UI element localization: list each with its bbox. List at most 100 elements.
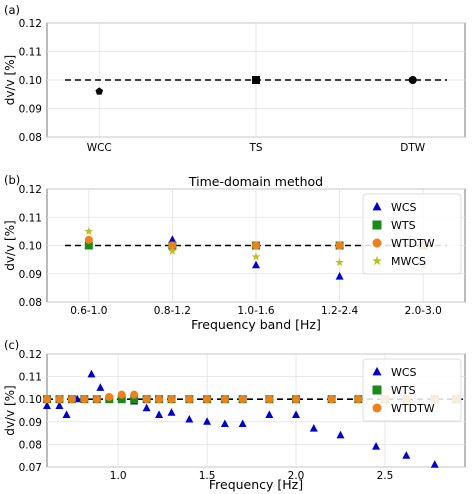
data-point: [185, 414, 194, 423]
data-point: [105, 392, 114, 401]
y-tick-label: 0.12: [19, 184, 42, 196]
data-point: [251, 252, 261, 261]
data-point: [92, 395, 101, 404]
data-point: [372, 442, 381, 450]
x-tick-label: 2.5: [377, 470, 394, 482]
y-tick-label: 0.12: [19, 18, 42, 30]
data-point: [430, 460, 439, 468]
data-point: [265, 410, 274, 419]
data-point: [62, 410, 71, 419]
data-point: [220, 419, 229, 428]
data-point: [95, 87, 104, 95]
x-tick-label: 1.2-2.4: [321, 305, 359, 317]
panel-label: (b): [4, 173, 20, 187]
data-point: [336, 430, 345, 439]
y-tick-label: 0.08: [19, 439, 42, 451]
legend-label: WTS: [391, 219, 416, 232]
legend-marker: [372, 385, 382, 395]
legend-label: MWCS: [391, 255, 426, 268]
y-tick-label: 0.08: [19, 132, 42, 144]
y-tick-label: 0.08: [19, 297, 42, 309]
y-tick-label: 0.10: [19, 75, 42, 87]
data-point: [309, 423, 318, 432]
data-point: [117, 395, 126, 404]
data-point: [84, 235, 93, 244]
x-tick-label: 0.6-1.0: [70, 305, 107, 317]
legend-marker: [372, 238, 382, 248]
data-point: [155, 395, 164, 404]
data-point: [84, 226, 94, 236]
y-axis-label: dv/v [%]: [3, 220, 17, 270]
data-point: [238, 395, 247, 404]
data-point: [265, 395, 274, 404]
data-point: [335, 271, 344, 280]
data-point: [43, 401, 51, 409]
y-tick-label: 0.10: [19, 394, 42, 406]
x-tick-label: 1.0: [110, 470, 127, 482]
y-axis-label: dv/v [%]: [3, 385, 17, 435]
data-point: [67, 395, 76, 404]
data-point: [87, 369, 96, 378]
data-point: [292, 410, 301, 419]
data-point: [185, 395, 194, 404]
data-point: [142, 403, 151, 412]
x-tick-label: DTW: [400, 142, 425, 154]
y-tick-label: 0.11: [19, 372, 42, 384]
data-point: [117, 390, 126, 399]
data-point: [168, 246, 177, 255]
data-point: [167, 395, 176, 404]
data-point: [252, 260, 260, 269]
legend-marker: [372, 366, 382, 376]
data-point: [96, 383, 105, 391]
x-tick-label: TS: [248, 142, 262, 154]
data-point: [335, 241, 344, 250]
y-tick-label: 0.09: [19, 104, 42, 116]
data-point: [408, 76, 417, 84]
legend-label: WCS: [391, 366, 417, 379]
data-point: [167, 408, 176, 416]
data-point: [84, 241, 93, 250]
legend-label: WTDTW: [391, 402, 435, 415]
y-tick-label: 0.10: [19, 241, 42, 253]
legend-label: WTDTW: [391, 237, 435, 250]
legend-box: [362, 193, 462, 275]
data-point: [168, 241, 177, 250]
legend-marker: [372, 403, 382, 413]
data-point: [292, 395, 301, 404]
legend-marker: [372, 220, 382, 230]
data-point: [220, 395, 229, 404]
x-tick-label: 2.0-3.0: [405, 305, 442, 317]
data-point: [238, 419, 247, 428]
data-point: [142, 395, 151, 404]
legend-marker: [372, 201, 382, 211]
data-point: [252, 76, 260, 84]
panel-label: (c): [4, 338, 19, 352]
data-point: [354, 395, 363, 404]
y-tick-label: 0.11: [19, 212, 42, 224]
panel-label: (a): [4, 3, 20, 17]
legend-box: [362, 358, 462, 422]
y-tick-label: 0.09: [19, 269, 42, 281]
data-point: [203, 395, 212, 404]
x-axis-label: Time-domain method: [188, 174, 323, 189]
legend-marker: [372, 255, 382, 266]
legend-label: WCS: [391, 201, 417, 214]
data-point: [80, 395, 89, 404]
x-tick-label: WCC: [87, 142, 112, 154]
x-tick-label: 1.0-1.6: [237, 305, 275, 317]
data-point: [43, 395, 51, 404]
y-tick-label: 0.07: [19, 462, 42, 474]
data-point: [55, 401, 64, 409]
data-point: [327, 395, 336, 404]
x-tick-label: 0.8-1.2: [154, 305, 191, 317]
data-point: [335, 257, 344, 267]
x-tick-label: 2.0: [288, 470, 305, 482]
data-point: [203, 417, 212, 425]
y-tick-label: 0.12: [19, 349, 42, 361]
x-tick-label: 1.5: [199, 470, 216, 482]
data-point: [168, 235, 177, 243]
x-axis-label: Frequency [Hz]: [209, 477, 303, 492]
legend-label: WTS: [391, 384, 416, 397]
data-point: [155, 410, 164, 419]
